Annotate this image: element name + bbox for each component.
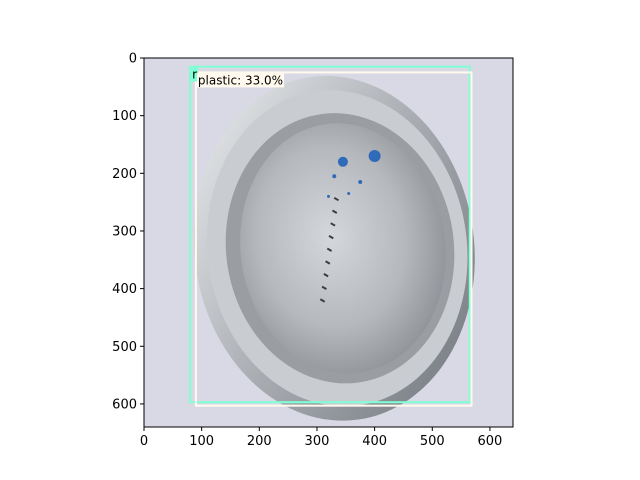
- detection-label: r: [192, 68, 197, 82]
- ink-spot: [332, 174, 337, 179]
- ink-spot: [358, 179, 363, 184]
- y-tick-label: 100: [112, 109, 137, 124]
- printed-code-mark: [330, 222, 336, 227]
- axes-frame: [143, 57, 514, 428]
- printed-code-mark: [323, 273, 329, 278]
- x-tick-label: 100: [189, 434, 214, 449]
- printed-code-mark: [325, 260, 331, 265]
- photo-image: [144, 58, 513, 427]
- x-tick-label: 200: [247, 434, 272, 449]
- detection-box: [189, 65, 471, 404]
- ink-spot: [337, 156, 348, 167]
- printed-code-mark: [333, 196, 340, 202]
- detection-label-bg: [196, 73, 285, 88]
- ink-spot: [327, 194, 330, 198]
- y-tick-label: 300: [112, 224, 137, 239]
- y-tick-label: 0: [129, 52, 137, 67]
- y-axis: 0 100 200 300 400 500 600: [112, 52, 144, 412]
- detection-overlay: r plastic: 33.0%: [189, 65, 473, 407]
- detection-label-bg: [191, 67, 199, 82]
- y-tick-label: 500: [112, 340, 137, 355]
- x-tick-label: 0: [140, 434, 148, 449]
- printed-code-mark: [326, 247, 333, 252]
- printed-code-mark: [331, 209, 338, 214]
- x-axis: 0 100 200 300 400 500 600: [140, 427, 502, 449]
- x-tick-label: 500: [420, 434, 445, 449]
- printed-code-mark: [319, 298, 326, 303]
- x-tick-label: 600: [478, 434, 503, 449]
- can-bottom-surface: [240, 123, 446, 374]
- x-tick-label: 400: [362, 434, 387, 449]
- ink-spot: [347, 191, 351, 195]
- y-tick-label: 200: [112, 167, 137, 182]
- ink-spot: [368, 150, 381, 163]
- detection-box: [194, 71, 473, 407]
- printed-code-mark: [321, 285, 327, 290]
- x-tick-label: 300: [305, 434, 330, 449]
- detection-label: plastic: 33.0%: [198, 73, 283, 87]
- printed-code-mark: [328, 235, 334, 240]
- y-tick-label: 400: [112, 282, 137, 297]
- y-tick-label: 600: [112, 397, 137, 412]
